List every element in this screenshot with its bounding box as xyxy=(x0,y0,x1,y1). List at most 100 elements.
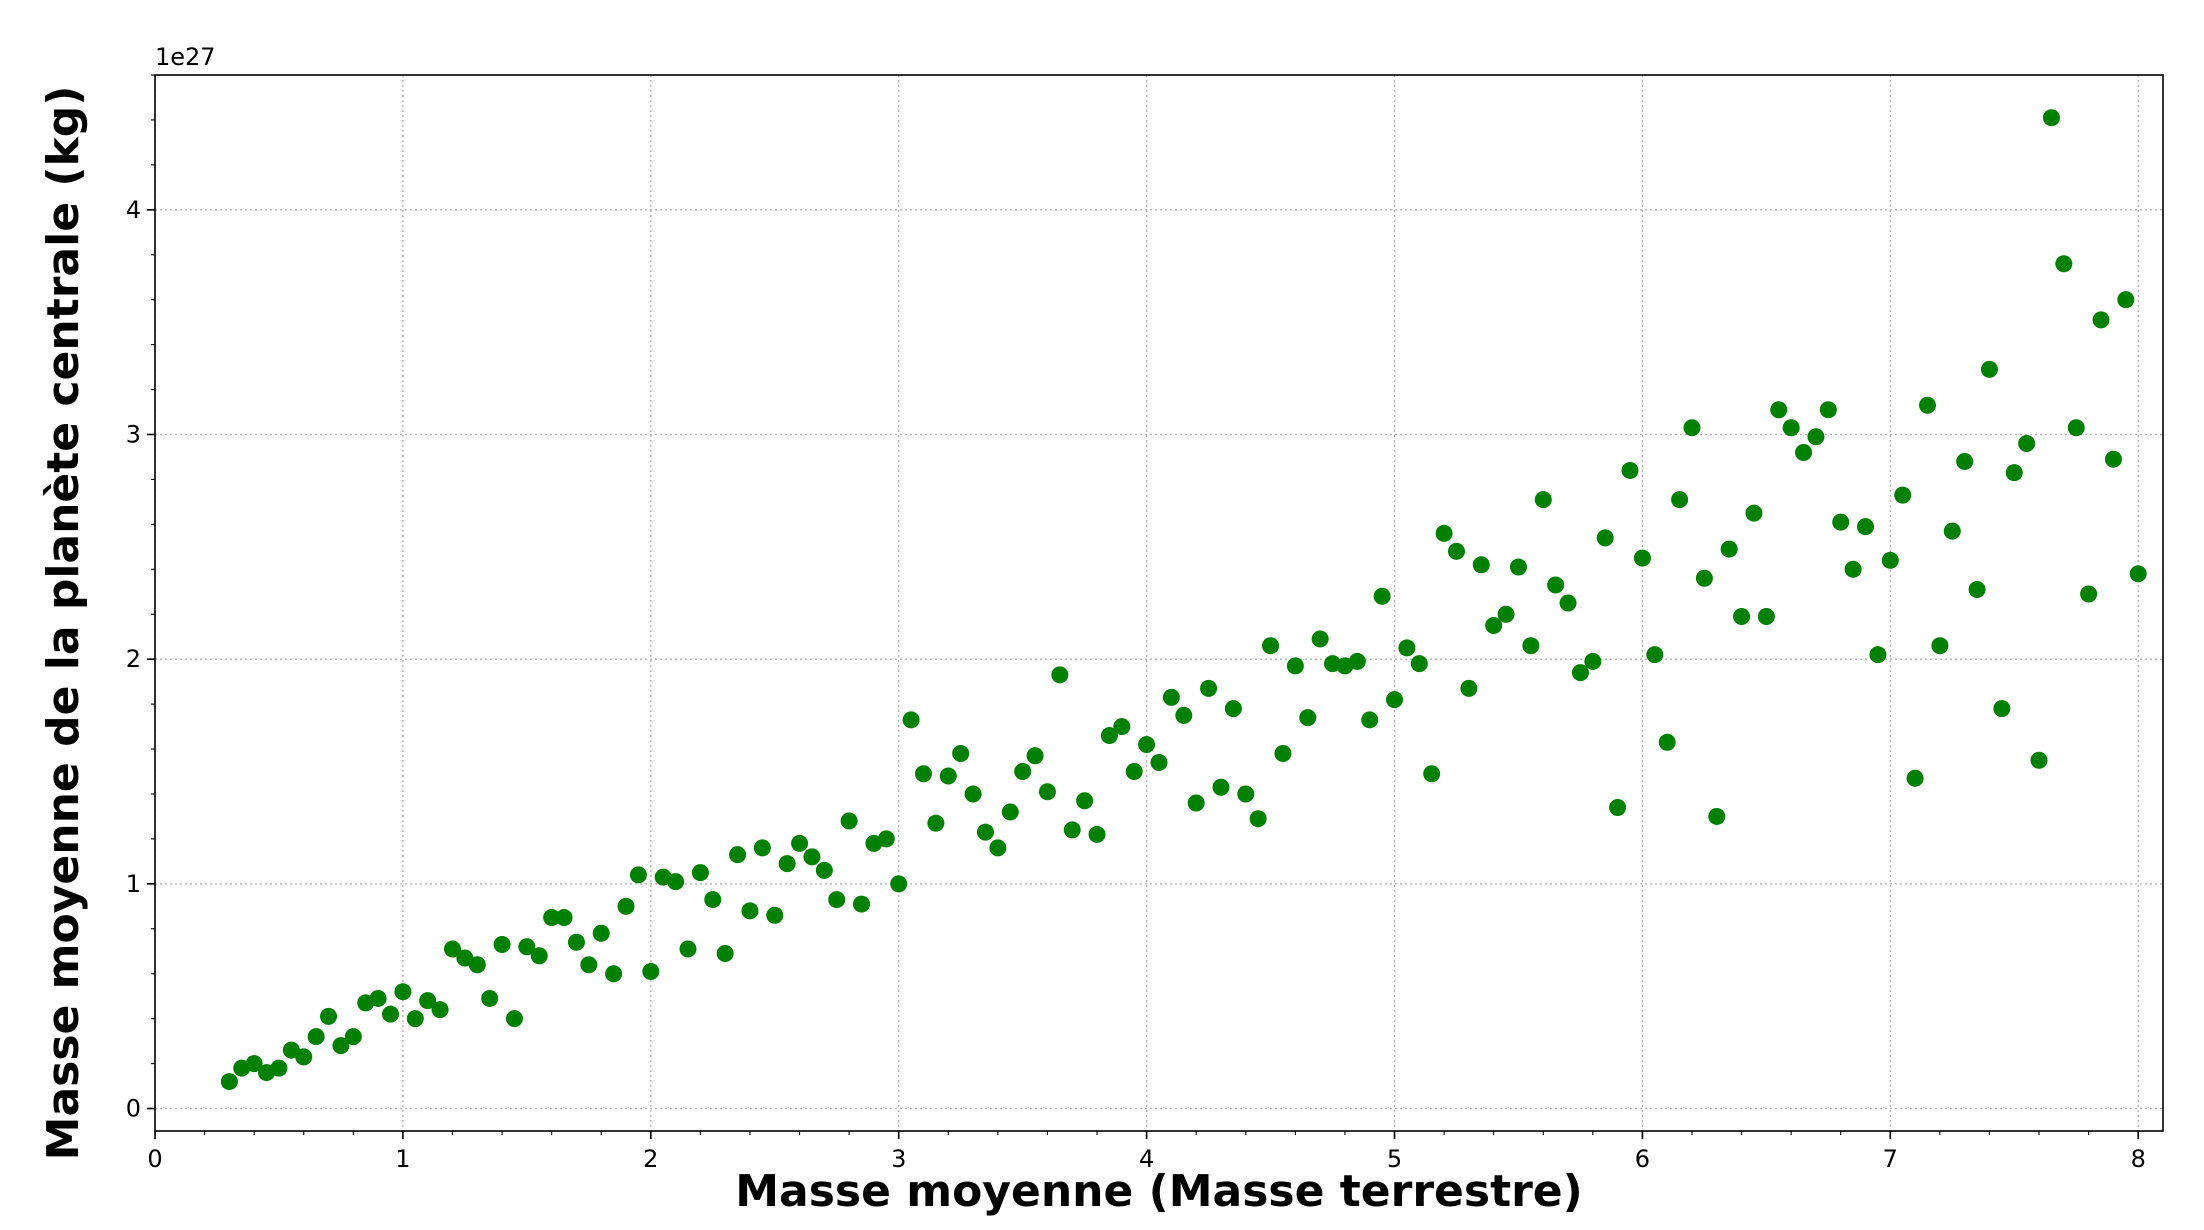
data-point xyxy=(468,956,486,974)
data-point xyxy=(1423,765,1441,783)
data-point xyxy=(2055,255,2073,273)
data-point xyxy=(1088,825,1106,843)
plot-frame xyxy=(154,74,2164,1132)
data-point xyxy=(1299,709,1317,727)
data-point xyxy=(1286,657,1304,675)
data-point xyxy=(1596,529,1614,547)
data-point xyxy=(803,848,821,866)
data-point xyxy=(344,1028,362,1046)
data-point xyxy=(1757,607,1775,625)
data-point xyxy=(791,834,809,852)
data-point xyxy=(295,1048,313,1066)
data-point xyxy=(1993,700,2011,718)
data-point xyxy=(493,936,511,954)
data-point xyxy=(778,855,796,873)
data-point xyxy=(419,992,437,1010)
data-point xyxy=(320,1007,338,1025)
x-tick-label: 4 xyxy=(1139,1145,1154,1173)
data-point xyxy=(815,861,833,879)
data-point xyxy=(481,989,499,1007)
data-point xyxy=(729,846,747,864)
data-point xyxy=(853,895,871,913)
data-point xyxy=(679,940,697,958)
data-point xyxy=(642,962,660,980)
data-point xyxy=(914,765,932,783)
data-point xyxy=(1200,679,1218,697)
x-tick-label: 6 xyxy=(1635,1145,1650,1173)
data-point xyxy=(691,864,709,882)
data-point xyxy=(716,945,734,963)
data-point xyxy=(2129,565,2147,583)
data-point xyxy=(567,933,585,951)
data-point xyxy=(580,956,598,974)
data-point xyxy=(245,1055,263,1073)
data-point xyxy=(1943,522,1961,540)
data-point xyxy=(1745,504,1763,522)
data-point xyxy=(1832,513,1850,531)
data-point xyxy=(877,830,895,848)
data-point xyxy=(382,1005,400,1023)
data-point xyxy=(1881,551,1899,569)
data-point xyxy=(543,909,561,927)
axis-ticks: 0 1 2 3 4 5 6 7 8 0 1 2 3 4 xyxy=(126,74,2146,1173)
data-point xyxy=(282,1041,300,1059)
data-point xyxy=(1956,452,1974,470)
data-point xyxy=(1869,646,1887,664)
data-point xyxy=(1386,691,1404,709)
x-tick-label: 3 xyxy=(891,1145,906,1173)
data-point xyxy=(1274,745,1292,763)
data-point xyxy=(1733,607,1751,625)
x-tick-label: 7 xyxy=(1883,1145,1898,1173)
data-point xyxy=(1472,556,1490,574)
data-point xyxy=(1646,646,1664,664)
y-axis-title: Masse moyenne de la planète centrale (kg… xyxy=(38,86,89,1161)
data-point xyxy=(394,983,412,1001)
y-axis-offset-label: 1e27 xyxy=(155,43,216,71)
data-point xyxy=(2080,585,2098,603)
data-point xyxy=(1695,569,1713,587)
data-point xyxy=(902,711,920,729)
x-tick-label: 5 xyxy=(1387,1145,1402,1173)
data-point xyxy=(927,814,945,832)
data-point xyxy=(592,924,610,942)
data-point xyxy=(1125,763,1143,781)
data-point xyxy=(1162,688,1180,706)
data-point xyxy=(2042,109,2060,127)
data-point xyxy=(1584,652,1602,670)
data-point xyxy=(1249,810,1267,828)
data-point xyxy=(939,767,957,785)
data-point xyxy=(1980,360,1998,378)
data-point xyxy=(617,897,635,915)
data-point xyxy=(505,1010,523,1028)
data-point xyxy=(1348,652,1366,670)
data-point xyxy=(1819,401,1837,419)
data-point xyxy=(1361,711,1379,729)
data-point xyxy=(518,938,536,956)
data-point xyxy=(952,745,970,763)
data-point xyxy=(270,1059,288,1077)
data-point xyxy=(964,785,982,803)
data-point xyxy=(1509,558,1527,576)
data-point xyxy=(1460,679,1478,697)
data-point xyxy=(1051,666,1069,684)
data-point xyxy=(1807,428,1825,446)
data-point xyxy=(1559,594,1577,612)
data-point xyxy=(456,949,474,967)
data-point xyxy=(1782,419,1800,437)
data-point xyxy=(753,839,771,857)
data-points xyxy=(220,109,2147,1091)
data-point xyxy=(1609,798,1627,816)
data-point xyxy=(1522,637,1540,655)
data-point xyxy=(840,812,858,830)
data-point xyxy=(1534,491,1552,509)
data-point xyxy=(443,940,461,958)
data-point xyxy=(1373,587,1391,605)
data-point xyxy=(220,1073,238,1091)
data-point xyxy=(2092,311,2110,329)
data-point xyxy=(1857,518,1875,536)
data-point xyxy=(629,866,647,884)
data-point xyxy=(369,989,387,1007)
data-point xyxy=(989,839,1007,857)
data-point xyxy=(1224,700,1242,718)
